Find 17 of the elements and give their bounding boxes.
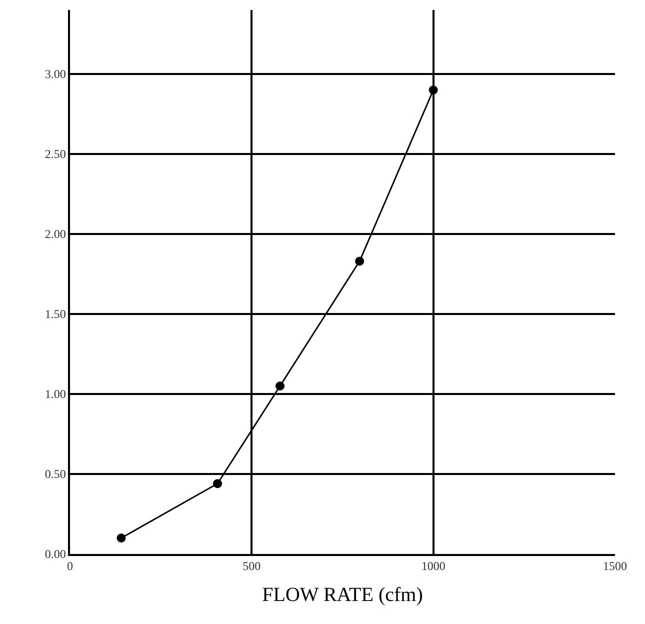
point (355, 256, 364, 266)
x-axis-title: FLOW RATE (cfm) (262, 584, 423, 606)
y-tick-label: 1.00 (44, 387, 66, 402)
y-tick-label: 0.00 (44, 547, 66, 562)
x-tick-label: 0 (67, 559, 73, 574)
x-tick-label: 1000 (421, 559, 446, 574)
x-tick-label: 1500 (603, 559, 627, 574)
y-tick-label: 2.50 (44, 147, 66, 162)
y-tick-label: 2.00 (44, 227, 66, 242)
point (428, 86, 438, 94)
y-tick-label: 0.50 (44, 467, 66, 482)
point (116, 534, 126, 542)
point (276, 382, 285, 390)
y-tick-label: 3.00 (44, 67, 66, 82)
y-tick-label: 1.50 (44, 307, 66, 322)
point (213, 479, 222, 488)
x-tick-label: 500 (242, 559, 261, 574)
